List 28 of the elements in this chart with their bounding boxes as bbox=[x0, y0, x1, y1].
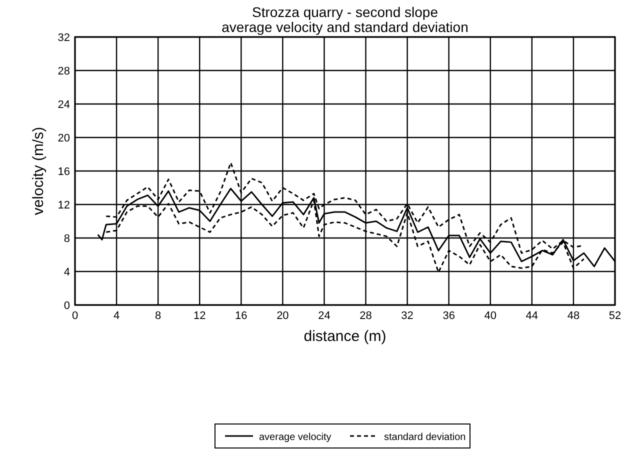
x-tick-label: 32 bbox=[401, 310, 414, 322]
x-tick-label: 36 bbox=[442, 310, 455, 322]
x-tick-label: 8 bbox=[155, 310, 162, 322]
y-tick-label: 20 bbox=[58, 132, 70, 144]
y-tick-label: 28 bbox=[58, 66, 70, 78]
legend-label: average velocity bbox=[259, 432, 332, 443]
x-tick-label: 44 bbox=[526, 310, 538, 322]
x-tick-label: 48 bbox=[567, 310, 580, 322]
x-tick-label: 4 bbox=[113, 310, 120, 322]
x-axis-title: distance (m) bbox=[304, 328, 386, 345]
y-tick-label: 32 bbox=[58, 32, 70, 44]
y-tick-label: 8 bbox=[64, 233, 70, 245]
x-tick-label: 12 bbox=[193, 310, 206, 322]
y-axis-title: velocity (m/s) bbox=[30, 126, 47, 216]
y-tick-label: 0 bbox=[64, 300, 70, 312]
x-tick-label: 0 bbox=[72, 310, 78, 322]
x-tick-label: 40 bbox=[484, 310, 497, 322]
x-tick-label: 24 bbox=[318, 310, 330, 322]
y-tick-label: 16 bbox=[58, 166, 70, 178]
x-tick-label: 20 bbox=[276, 310, 289, 322]
chart-title: Strozza quarry - second slope average velocity and standard deviation bbox=[222, 4, 468, 35]
y-tick-label: 4 bbox=[64, 266, 70, 278]
x-tick-label: 16 bbox=[235, 310, 248, 322]
legend-label: standard deviation bbox=[384, 432, 466, 443]
x-tick-label: 52 bbox=[608, 310, 622, 322]
y-tick-label: 12 bbox=[58, 200, 70, 212]
x-tick-label: 28 bbox=[360, 310, 372, 322]
y-tick-label: 24 bbox=[58, 99, 70, 111]
